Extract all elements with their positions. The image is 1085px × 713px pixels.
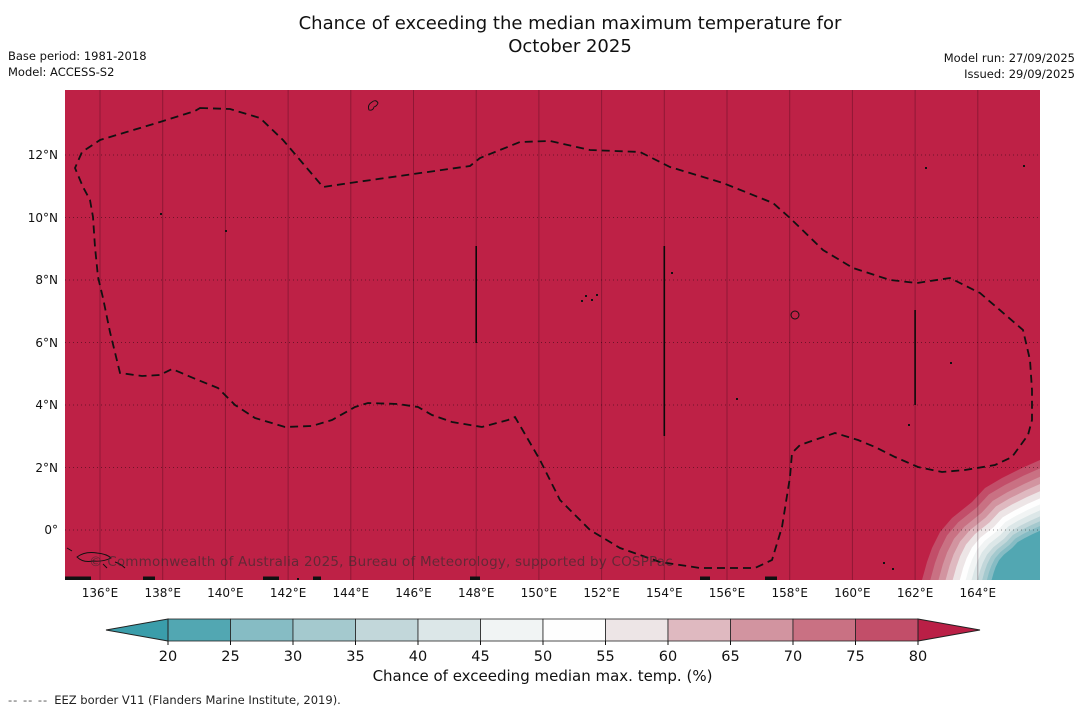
colorbar-tick-label: 60 [659,649,677,665]
lat-tick-label: 6°N [35,335,58,350]
model-run-label: Model run: 27/09/2025 [943,51,1075,65]
lon-tick-label: 160°E [834,586,871,600]
lon-tick-label: 164°E [959,586,997,600]
colorbar-segment [355,618,419,642]
lon-tick-label: 140°E [207,586,244,600]
colorbar-right-arrow [917,618,981,642]
colorbar-segment [480,618,544,642]
colorbar-tick-label: 40 [409,649,427,665]
lon-tick-label: 154°E [646,586,683,600]
colorbar-tick-label: 25 [221,649,239,665]
eez-border-dashed [74,107,1033,569]
colorbar-tick-label: 70 [784,649,802,665]
lat-tick-label: 2°N [35,460,58,475]
colorbar-tick-label: 65 [721,649,739,665]
lon-tick-label: 144°E [332,586,370,600]
colorbar-segment [417,618,481,642]
lat-tick-label: 0° [44,523,58,537]
colorbar-scale: 20 25 30 35 40 45 50 55 60 65 70 75 80 [105,618,981,665]
gridlines [65,90,1040,580]
colorbar-segment [792,618,856,642]
colorbar-segment [667,618,731,642]
lon-tick-label: 162°E [896,586,934,600]
title-line2: October 2025 [508,36,632,57]
lon-tick-label: 142°E [269,586,307,600]
lat-tick-label: 12°N [27,148,58,162]
colorbar-left-arrow [105,618,169,642]
lon-tick-label: 156°E [708,586,746,600]
colorbar-tick-label: 80 [909,649,927,665]
island-outlines [65,100,1025,580]
issued-label: Issued: 29/09/2025 [964,67,1075,81]
colorbar-tick-label: 30 [284,649,302,665]
colorbar-segment [605,618,669,642]
lon-tick-label: 152°E [583,586,620,600]
map-plot [65,90,1040,580]
colorbar-segment [292,618,356,642]
admiralty-islands-outline [76,552,112,562]
colorbar: 20 25 30 35 40 45 50 55 60 65 70 75 80 [0,612,1085,668]
guam-island-outline [367,100,379,111]
eez-legend-text: EEZ border V11 (Flanders Marine Institut… [54,693,341,707]
pohnpei-atoll-outline [790,310,800,320]
colorbar-tick-label: 55 [596,649,614,665]
colorbar-tick-label: 20 [159,649,177,665]
colorbar-segment [855,618,919,642]
colorbar-tick-label: 35 [346,649,364,665]
colorbar-segment [730,618,794,642]
eez-legend: -- -- -- EEZ border V11 (Flanders Marine … [8,693,341,707]
colorbar-segment [542,618,606,642]
lat-tick-label: 10°N [27,210,58,225]
lon-tick-label: 146°E [395,586,432,600]
model-label: Model: ACCESS-S2 [8,65,115,79]
run-info: Model run: 27/09/2025 Issued: 29/09/2025 [944,50,1075,82]
eez-legend-dashes: -- -- -- [8,693,49,707]
colorbar-tick-label: 75 [846,649,864,665]
lon-tick-label: 148°E [457,586,495,600]
lon-tick-label: 150°E [520,586,558,600]
model-info: Base period: 1981-2018 Model: ACCESS-S2 [8,48,147,80]
colorbar-segment [167,618,231,642]
low-chance-contours [922,460,1040,580]
small-coast-fragments [66,547,126,569]
colorbar-label: Chance of exceeding median max. temp. (%… [372,667,713,685]
map-canvas: © Commonwealth of Australia 2025, Bureau… [65,90,1040,580]
lat-tick-label: 4°N [35,398,58,412]
base-period-label: Base period: 1981-2018 [8,49,147,63]
lon-tick-label: 138°E [144,586,181,600]
colorbar-segment [230,618,294,642]
title-line1: Chance of exceeding the median maximum t… [298,13,842,34]
colorbar-tick-label: 45 [471,649,489,665]
lon-tick-label: 158°E [771,586,808,600]
lon-tick-label: 136°E [81,586,119,600]
page-title: Chance of exceeding the median maximum t… [85,12,1055,58]
colorbar-tick-label: 50 [534,649,552,665]
ocean-fill [65,90,1040,580]
map-watermark: © Commonwealth of Australia 2025, Bureau… [89,554,673,570]
lat-tick-label: 8°N [35,273,58,287]
